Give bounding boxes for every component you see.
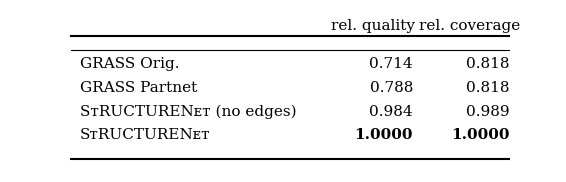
Text: 0.818: 0.818 <box>466 57 509 71</box>
Text: 0.989: 0.989 <box>466 104 509 118</box>
Text: 0.788: 0.788 <box>370 81 413 95</box>
Text: 0.984: 0.984 <box>369 104 413 118</box>
Text: GRASS Orig.: GRASS Orig. <box>79 57 179 71</box>
Text: rel. coverage: rel. coverage <box>419 19 521 33</box>
Text: 1.0000: 1.0000 <box>451 128 509 142</box>
Text: SᴛRUCTURENᴇᴛ: SᴛRUCTURENᴇᴛ <box>79 128 210 142</box>
Text: 0.714: 0.714 <box>369 57 413 71</box>
Text: SᴛRUCTURENᴇᴛ (no edges): SᴛRUCTURENᴇᴛ (no edges) <box>79 104 296 119</box>
Text: 1.0000: 1.0000 <box>354 128 413 142</box>
Text: 0.818: 0.818 <box>466 81 509 95</box>
Text: rel. quality: rel. quality <box>332 19 415 33</box>
Text: GRASS Partnet: GRASS Partnet <box>79 81 197 95</box>
